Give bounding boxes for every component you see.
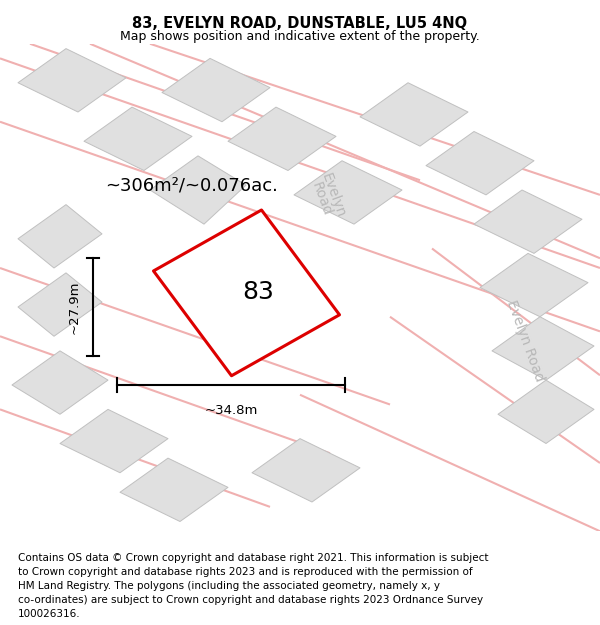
- Text: 83: 83: [242, 281, 274, 304]
- Text: Evelyn Road: Evelyn Road: [504, 299, 546, 384]
- Text: ~306m²/~0.076ac.: ~306m²/~0.076ac.: [105, 176, 278, 194]
- Text: ~27.9m: ~27.9m: [68, 280, 81, 334]
- Text: ~34.8m: ~34.8m: [205, 404, 257, 418]
- Text: Map shows position and indicative extent of the property.: Map shows position and indicative extent…: [120, 30, 480, 42]
- Text: Evelyn
Road: Evelyn Road: [307, 171, 347, 224]
- Text: Contains OS data © Crown copyright and database right 2021. This information is : Contains OS data © Crown copyright and d…: [18, 553, 488, 619]
- Text: 83, EVELYN ROAD, DUNSTABLE, LU5 4NQ: 83, EVELYN ROAD, DUNSTABLE, LU5 4NQ: [133, 16, 467, 31]
